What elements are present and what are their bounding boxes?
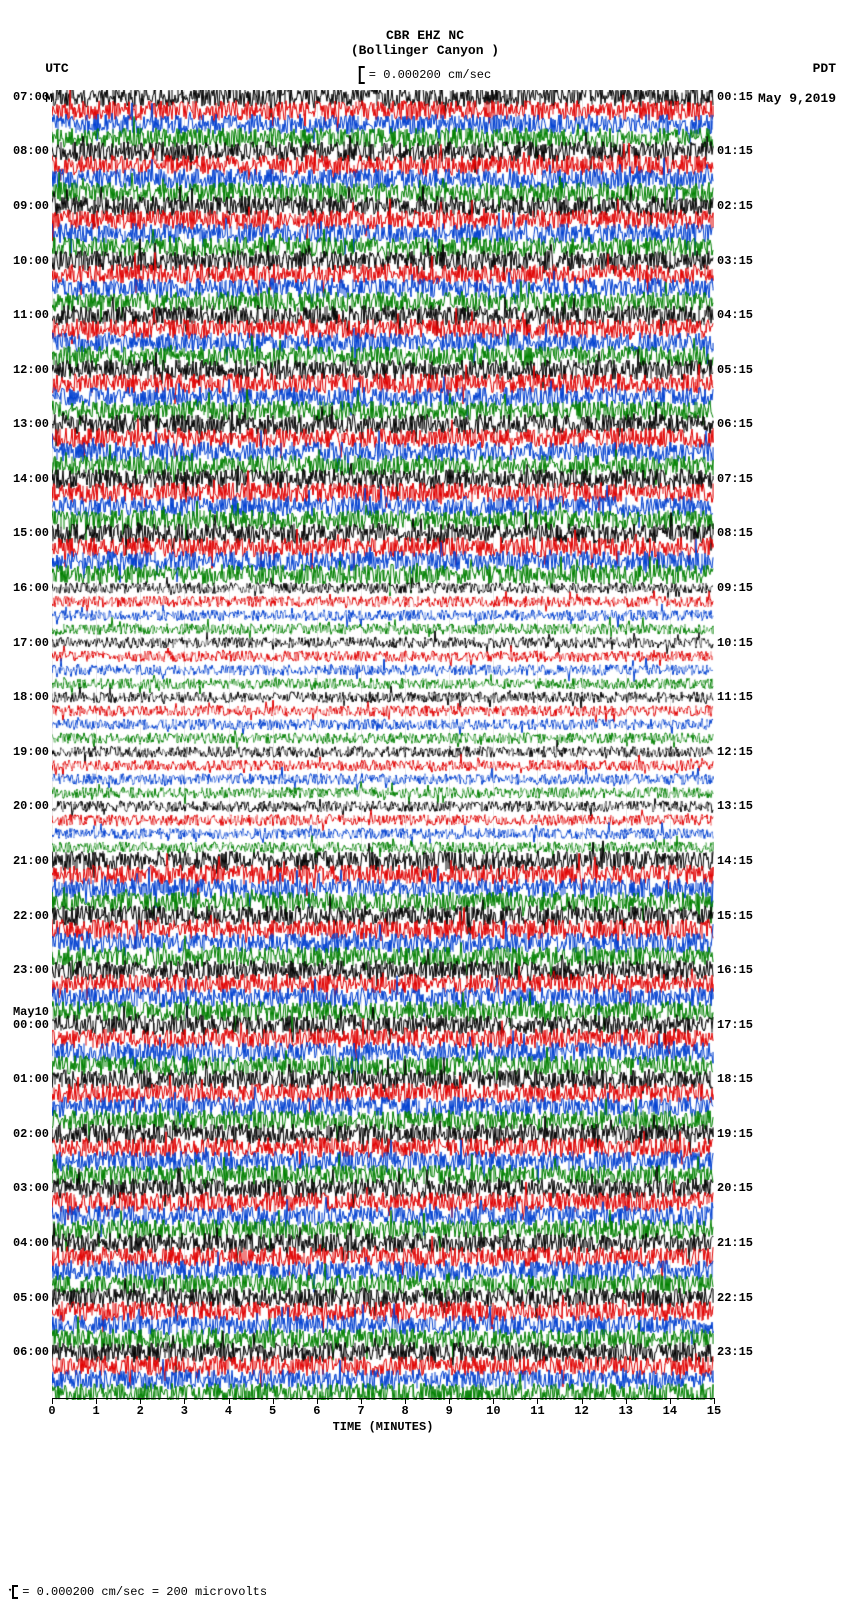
footer-text: = 0.000200 cm/sec = 200 microvolts [22,1585,267,1599]
helicorder-plot [52,90,714,1400]
header-scale-text: = 0.000200 cm/sec [369,68,491,82]
time-label-right: 04:15 [717,308,753,322]
x-tick-label: 3 [181,1404,188,1418]
time-label-right: 20:15 [717,1181,753,1195]
time-label-left: 11:00 [13,308,49,322]
x-tick-label: 0 [48,1404,55,1418]
x-tick-label: 14 [663,1404,677,1418]
time-label-left: 00:00 [13,1018,49,1032]
time-label-right: 02:15 [717,199,753,213]
x-tick-label: 2 [137,1404,144,1418]
time-label-right: 00:15 [717,90,753,104]
time-label-left: 15:00 [13,526,49,540]
time-label-left: 01:00 [13,1072,49,1086]
time-label-left: 10:00 [13,254,49,268]
x-tick-label: 7 [357,1404,364,1418]
time-label-left: 13:00 [13,417,49,431]
scale-bar-icon [359,66,365,84]
x-axis-title: TIME (MINUTES) [52,1420,714,1434]
x-tick-label: 1 [93,1404,100,1418]
time-label-right: 10:15 [717,636,753,650]
time-label-left: 14:00 [13,472,49,486]
x-tick-label: 4 [225,1404,232,1418]
x-tick-label: 13 [619,1404,633,1418]
time-label-left: 09:00 [13,199,49,213]
station-line: CBR EHZ NC [0,28,850,43]
time-label-left: 05:00 [13,1291,49,1305]
x-tick-label: 15 [707,1404,721,1418]
time-label-left: 02:00 [13,1127,49,1141]
corner-right-tz: PDT [813,61,836,76]
corner-right-date: May 9,2019 [758,91,836,106]
time-label-left: 07:00 [13,90,49,104]
time-label-left: 16:00 [13,581,49,595]
location-line: (Bollinger Canyon ) [0,43,850,58]
time-label-right: 03:15 [717,254,753,268]
helicorder-page: CBR EHZ NC (Bollinger Canyon ) = 0.00020… [0,0,850,1613]
x-tick-label: 9 [446,1404,453,1418]
time-label-left: 04:00 [13,1236,49,1250]
time-label-right: 09:15 [717,581,753,595]
x-tick-label: 5 [269,1404,276,1418]
time-label-left: 18:00 [13,690,49,704]
header-block: CBR EHZ NC (Bollinger Canyon ) [0,28,850,58]
time-label-right: 07:15 [717,472,753,486]
time-label-left: 20:00 [13,799,49,813]
time-label-left: 19:00 [13,745,49,759]
time-label-right: 14:15 [717,854,753,868]
time-label-right: 22:15 [717,1291,753,1305]
day-rollover-label: May10 [13,1005,49,1019]
time-label-right: 17:15 [717,1018,753,1032]
time-label-right: 19:15 [717,1127,753,1141]
time-label-left: 22:00 [13,909,49,923]
x-tick-label: 6 [313,1404,320,1418]
time-label-right: 23:15 [717,1345,753,1359]
x-tick-label: 12 [574,1404,588,1418]
x-tick-mark [714,1398,715,1404]
time-label-left: 21:00 [13,854,49,868]
x-tick-label: 10 [486,1404,500,1418]
x-tick-label: 8 [401,1404,408,1418]
time-label-right: 01:15 [717,144,753,158]
header-scale-note: = 0.000200 cm/sec [359,66,491,84]
time-label-right: 05:15 [717,363,753,377]
time-label-right: 16:15 [717,963,753,977]
time-label-left: 12:00 [13,363,49,377]
time-label-right: 12:15 [717,745,753,759]
x-axis-baseline [52,1398,714,1399]
x-tick-label: 11 [530,1404,544,1418]
time-label-right: 18:15 [717,1072,753,1086]
trace-canvas [52,90,714,1400]
time-label-right: 13:15 [717,799,753,813]
footer-scale: ▾= 0.000200 cm/sec = 200 microvolts [8,1585,267,1599]
time-label-right: 21:15 [717,1236,753,1250]
corner-left-tz: UTC [45,61,68,76]
time-label-right: 15:15 [717,909,753,923]
time-label-right: 08:15 [717,526,753,540]
time-label-right: 06:15 [717,417,753,431]
time-label-left: 17:00 [13,636,49,650]
footer-scale-bar-icon [12,1585,18,1599]
time-label-left: 06:00 [13,1345,49,1359]
corner-right: PDT May 9,2019 [727,46,836,121]
time-label-left: 03:00 [13,1181,49,1195]
time-label-left: 23:00 [13,963,49,977]
time-label-right: 11:15 [717,690,753,704]
time-label-left: 08:00 [13,144,49,158]
